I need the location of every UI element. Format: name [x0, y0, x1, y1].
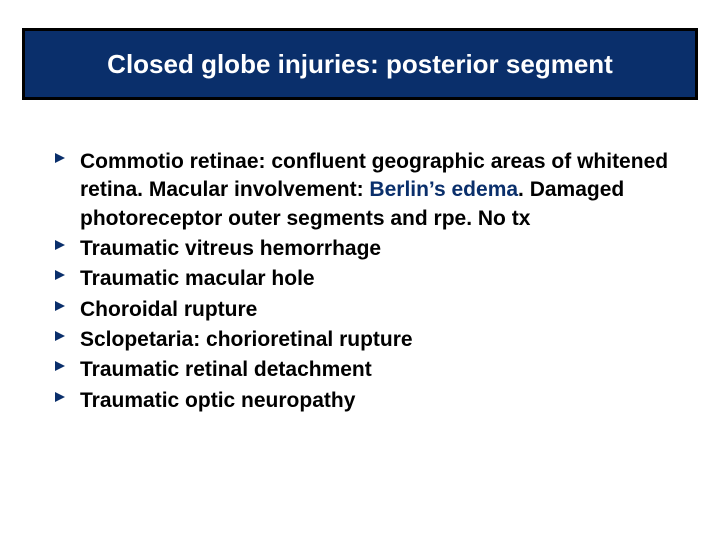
list-item-text: Commotio retinae: confluent geographic a… [80, 148, 680, 233]
list-item: Choroidal rupture [54, 296, 680, 324]
slide: Closed globe injuries: posterior segment… [0, 0, 720, 540]
list-item-text: Sclopetaria: chorioretinal rupture [80, 326, 413, 354]
list-item-text: Choroidal rupture [80, 296, 257, 324]
list-item-text: Traumatic retinal detachment [80, 356, 372, 384]
list-item: Traumatic macular hole [54, 265, 680, 293]
triangle-right-icon [54, 269, 66, 281]
highlight-text: Berlin’s edema [369, 178, 518, 201]
slide-title: Closed globe injuries: posterior segment [107, 49, 613, 80]
list-item-text: Traumatic vitreus hemorrhage [80, 235, 381, 263]
bullet-list: Commotio retinae: confluent geographic a… [54, 148, 680, 417]
list-item-text: Traumatic optic neuropathy [80, 387, 355, 415]
triangle-right-icon [54, 391, 66, 403]
triangle-right-icon [54, 239, 66, 251]
triangle-right-icon [54, 300, 66, 312]
list-item: Traumatic vitreus hemorrhage [54, 235, 680, 263]
triangle-right-icon [54, 360, 66, 372]
list-item: Traumatic optic neuropathy [54, 387, 680, 415]
list-item-text: Traumatic macular hole [80, 265, 315, 293]
list-item: Commotio retinae: confluent geographic a… [54, 148, 680, 233]
list-item: Traumatic retinal detachment [54, 356, 680, 384]
slide-title-bar: Closed globe injuries: posterior segment [22, 28, 698, 100]
triangle-right-icon [54, 330, 66, 342]
list-item: Sclopetaria: chorioretinal rupture [54, 326, 680, 354]
triangle-right-icon [54, 152, 66, 164]
